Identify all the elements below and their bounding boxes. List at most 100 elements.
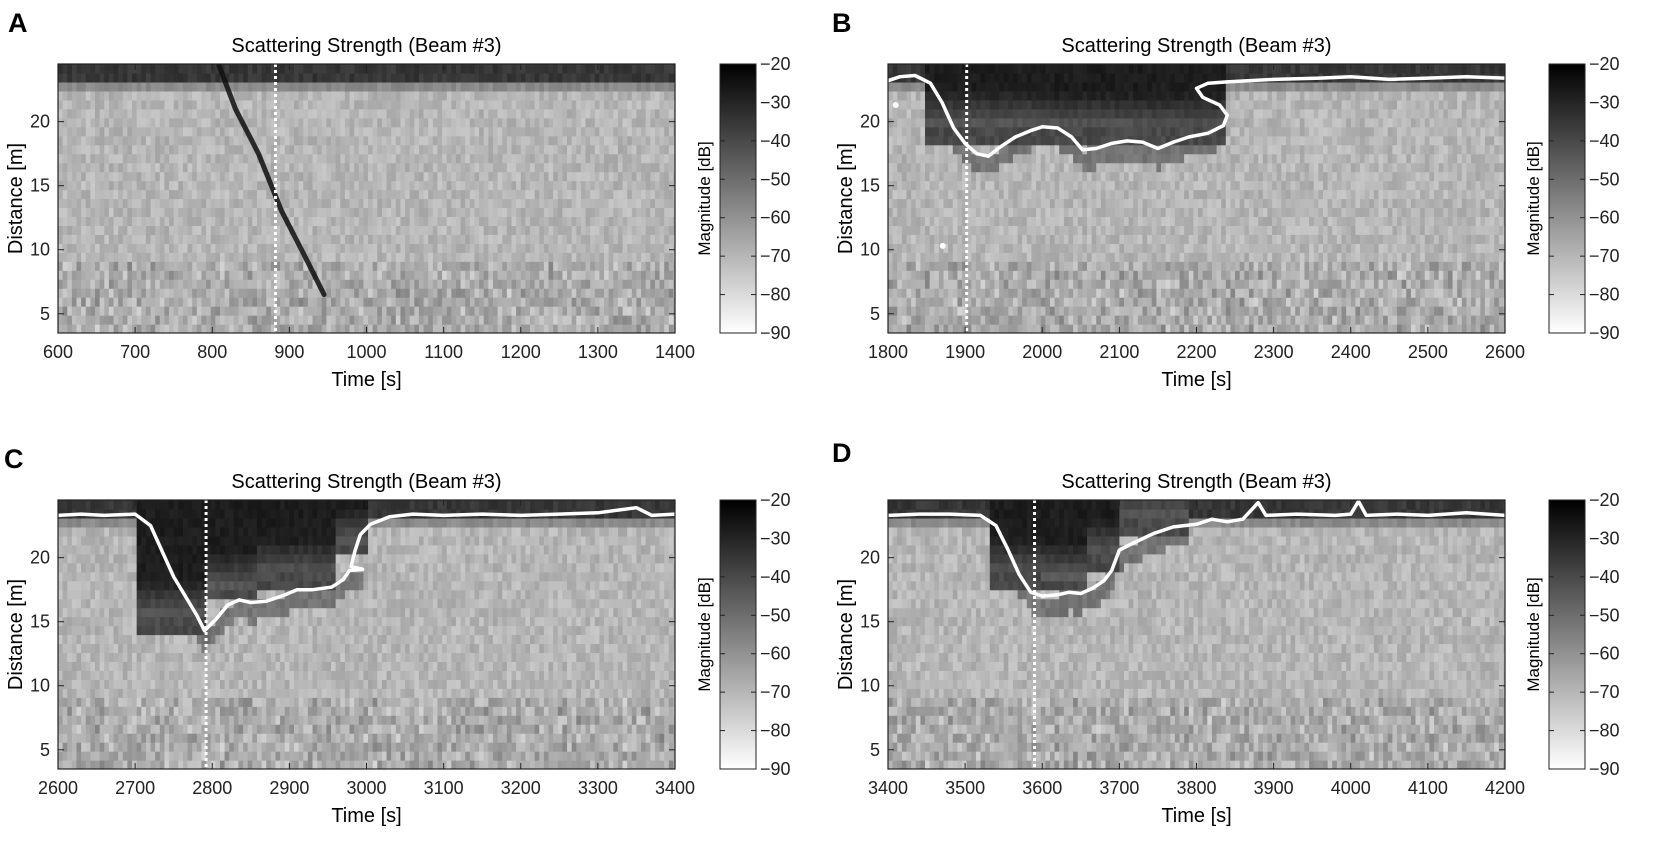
x-tick-label: 2400 — [1331, 342, 1371, 362]
colorbar-tick-label: −70 — [1589, 246, 1620, 266]
panel-d: D 3400 3500 3600 3700 3800 3900 4000 4100 4200 5 10… — [832, 438, 1620, 827]
colorbar-tick-label: −50 — [760, 605, 791, 625]
colorbar-tick-label: −90 — [760, 759, 791, 779]
heatmap — [888, 64, 1505, 333]
heatmap — [58, 64, 675, 333]
y-tick-label: 15 — [860, 176, 880, 196]
colorbar-tick-label: −70 — [1589, 682, 1620, 702]
y-tick-label: 20 — [30, 548, 50, 568]
x-tick-label: 2900 — [269, 778, 309, 798]
colorbar-label: Magnitude [dB] — [1524, 141, 1543, 255]
x-axis-label: Time [s] — [331, 369, 401, 391]
y-tick-label: 20 — [30, 112, 50, 132]
panel-c: C 2600 2700 2800 2900 3000 3100 3200 3300 3400 5 10… — [4, 444, 791, 827]
colorbar-tick-label: −70 — [760, 682, 791, 702]
x-tick-label: 3900 — [1254, 778, 1294, 798]
chart-title: Scattering Strength (Beam #3) — [1061, 35, 1331, 57]
x-tick-label: 4100 — [1408, 778, 1448, 798]
colorbar-tick-label: −60 — [1589, 208, 1620, 228]
x-tick-label: 4000 — [1331, 778, 1371, 798]
x-tick-label: 900 — [274, 342, 304, 362]
colorbar-tick-label: −90 — [1589, 323, 1620, 343]
y-tick-label: 10 — [860, 240, 880, 260]
colorbar-tick-label: −60 — [760, 644, 791, 664]
x-axis-label: Time [s] — [1161, 805, 1231, 827]
colorbar-tick-label: −20 — [760, 54, 791, 74]
colorbar-tick-label: −80 — [760, 721, 791, 741]
colorbar-tick-label: −40 — [1589, 131, 1620, 151]
colorbar-tick-label: −90 — [1589, 759, 1620, 779]
x-tick-label: 1100 — [424, 342, 463, 362]
x-tick-label: 3400 — [655, 778, 695, 798]
colorbar-tick-label: −50 — [1589, 605, 1620, 625]
data-point — [892, 101, 899, 108]
x-tick-label: 2800 — [192, 778, 232, 798]
y-tick-label: 15 — [30, 176, 50, 196]
x-tick-label: 2500 — [1408, 342, 1448, 362]
x-tick-label: 2100 — [1099, 342, 1139, 362]
x-tick-label: 3800 — [1176, 778, 1216, 798]
colorbar-tick-label: −50 — [760, 169, 791, 189]
colorbar-tick-label: −20 — [1589, 54, 1620, 74]
y-tick-label: 10 — [30, 676, 50, 696]
y-tick-label: 5 — [870, 740, 880, 760]
x-tick-label: 800 — [197, 342, 227, 362]
x-tick-label: 1000 — [346, 342, 386, 362]
boundary-line — [58, 505, 675, 633]
x-tick-label: 3100 — [424, 778, 464, 798]
y-tick-label: 20 — [860, 548, 880, 568]
panel-a: A 600 700 800 900 1000 1100 1200 1300 1400 5 10 15 20… — [5, 8, 791, 391]
x-tick-label: 2200 — [1176, 342, 1216, 362]
y-tick-label: 10 — [30, 240, 50, 260]
y-axis-label: Distance [m] — [835, 579, 857, 690]
y-tick-label: 5 — [870, 304, 880, 324]
colorbar-tick-label: −30 — [760, 528, 791, 548]
panel-letter: B — [832, 8, 852, 38]
x-tick-label: 1900 — [945, 342, 985, 362]
x-tick-label: 2600 — [38, 778, 78, 798]
x-tick-label: 3600 — [1022, 778, 1062, 798]
x-tick-label: 2700 — [115, 778, 155, 798]
colorbar-tick-label: −40 — [760, 567, 791, 587]
x-tick-label: 3400 — [868, 778, 908, 798]
x-axis-label: Time [s] — [331, 805, 401, 827]
panel-letter: C — [4, 444, 24, 474]
colorbar-tick-label: −80 — [760, 285, 791, 305]
panel-b: B 1800 1900 2000 2100 2200 2300 2400 2500 2600 5 10… — [832, 8, 1620, 391]
dark-streak — [215, 64, 327, 298]
x-tick-label: 3000 — [346, 778, 386, 798]
x-tick-label: 1300 — [578, 342, 618, 362]
y-tick-label: 5 — [40, 740, 50, 760]
y-axis-label: Distance [m] — [5, 579, 27, 690]
x-tick-label: 1200 — [501, 342, 541, 362]
x-tick-label: 2300 — [1254, 342, 1294, 362]
x-tick-label: 700 — [120, 342, 150, 362]
x-tick-label: 2600 — [1485, 342, 1525, 362]
colorbar-tick-label: −80 — [1589, 285, 1620, 305]
boundary-line — [888, 500, 1505, 598]
colorbar: −20 −30 −40 −50 −60 −70 −80 −90 Magnitude [dB] — [1524, 490, 1620, 779]
colorbar-tick-label: −30 — [1589, 92, 1620, 112]
x-tick-label: 3700 — [1099, 778, 1139, 798]
y-axis-label: Distance [m] — [5, 143, 27, 254]
x-tick-label: 3300 — [578, 778, 618, 798]
panel-letter: A — [8, 8, 28, 38]
x-tick-label: 600 — [43, 342, 73, 362]
colorbar-tick-label: −30 — [760, 92, 791, 112]
y-tick-label: 15 — [860, 612, 880, 632]
colorbar-tick-label: −80 — [1589, 721, 1620, 741]
y-tick-label: 15 — [30, 612, 50, 632]
heatmap — [58, 500, 675, 769]
colorbar: −20 −30 −40 −50 −60 −70 −80 −90 Magnitude [dB] — [695, 490, 791, 779]
y-tick-label: 20 — [860, 112, 880, 132]
colorbar-tick-label: −60 — [1589, 644, 1620, 664]
colorbar-tick-label: −40 — [1589, 567, 1620, 587]
y-tick-label: 10 — [860, 676, 880, 696]
colorbar: −20 −30 −40 −50 −60 −70 −80 −90 Magnitude [dB] — [695, 54, 791, 343]
colorbar-label: Magnitude [dB] — [695, 141, 714, 255]
colorbar-tick-label: −60 — [760, 208, 791, 228]
colorbar-tick-label: −20 — [760, 490, 791, 510]
colorbar: −20 −30 −40 −50 −60 −70 −80 −90 Magnitude [dB] — [1524, 54, 1620, 343]
colorbar-tick-label: −70 — [760, 246, 791, 266]
